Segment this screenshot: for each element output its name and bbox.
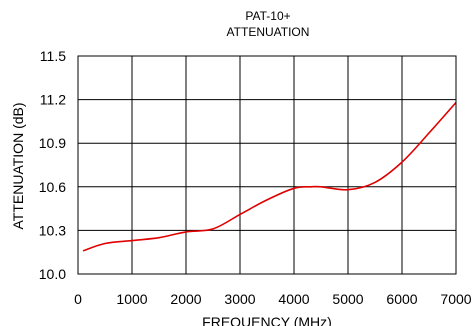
data-point [158, 237, 160, 239]
attenuation-series-line [83, 101, 457, 252]
y-tick-label: 10.0 [39, 266, 66, 282]
data-point [320, 186, 322, 188]
plot-frame [77, 55, 457, 275]
y-tick-label: 10.6 [39, 179, 66, 195]
data-point [185, 231, 187, 233]
data-point [347, 189, 349, 191]
x-axis-label: FREQUENCY (MHz) [202, 314, 332, 326]
data-point [239, 213, 241, 215]
series-layer [82, 101, 457, 252]
y-tick-label: 11.2 [40, 92, 66, 108]
x-tick-label: 0 [74, 291, 82, 307]
y-tick-label: 10.9 [39, 135, 66, 151]
x-tick-label: 6000 [386, 291, 417, 307]
chart-title: PAT-10+ [245, 9, 290, 23]
data-point [428, 132, 430, 134]
x-tick-label: 4000 [278, 291, 309, 307]
data-point [131, 240, 133, 242]
data-point [309, 186, 311, 188]
data-point [374, 181, 376, 183]
data-point [401, 161, 403, 163]
y-axis-label: ATTENUATION (dB) [10, 102, 26, 229]
y-tick-labels: 10.0 10.3 10.6 10.9 11.2 11.5 [39, 48, 66, 282]
data-point [293, 187, 295, 189]
data-point [266, 199, 268, 201]
chart-subtitle: ATTENUATION [227, 25, 310, 39]
data-point [104, 242, 106, 245]
x-tick-label: 1000 [116, 291, 147, 307]
x-tick-label: 7000 [440, 291, 471, 307]
x-tick-label: 5000 [332, 291, 363, 307]
y-tick-label: 10.3 [39, 222, 66, 238]
data-point [212, 228, 214, 230]
data-point [82, 250, 84, 252]
x-tick-label: 3000 [224, 291, 255, 307]
y-tick-label: 11.5 [40, 48, 66, 64]
x-tick-labels: 0 1000 2000 3000 4000 5000 6000 7000 [74, 291, 472, 307]
x-tick-label: 2000 [170, 291, 201, 307]
